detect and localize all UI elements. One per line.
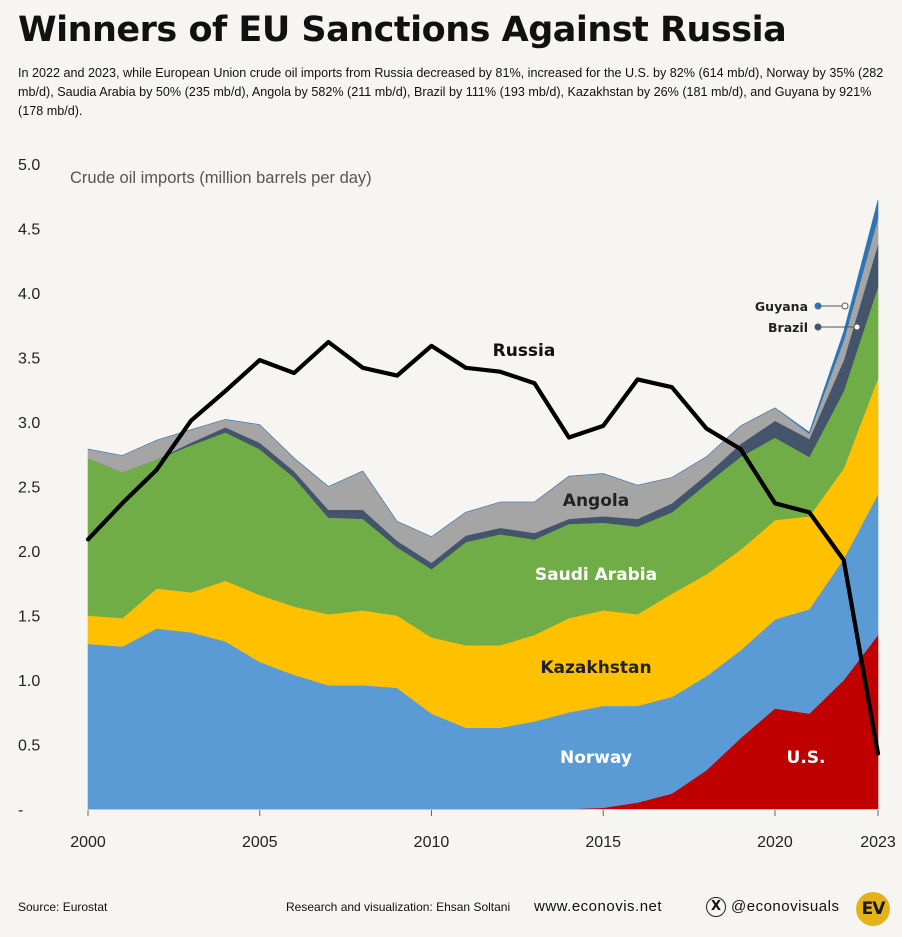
area-guyana: [87, 200, 879, 538]
guyana-marker: [814, 302, 849, 310]
x-tick-label: 2005: [242, 834, 278, 851]
x-tick-label: 2023: [860, 834, 896, 851]
y-tick-label: 2.0: [18, 544, 40, 561]
credit-note: Research and visualization: Ehsan Soltan…: [286, 900, 511, 914]
label-us: U.S.: [787, 748, 826, 768]
y-tick-label: 5.0: [18, 157, 40, 174]
social-handle[interactable]: @econovisuals: [731, 898, 840, 915]
x-axis-ticks: 2000 2005 2010 2015 2020 2023: [70, 810, 896, 851]
series-labels: Russia Angola Saudi Arabia Kazakhstan No…: [493, 299, 861, 768]
y-axis-ticks: - 0.5 1.0 1.5 2.0 2.5 3.0 3.5 4.0 4.5 5.0: [18, 157, 40, 819]
label-guyana: Guyana: [755, 299, 808, 314]
x-logo-icon: X: [706, 897, 726, 917]
x-tick-label: 2000: [70, 834, 106, 851]
website-link[interactable]: www.econovis.net: [534, 898, 663, 915]
line-russia: [85, 339, 881, 756]
x-tick-label: 2010: [414, 834, 450, 851]
y-tick-label: -: [18, 802, 23, 819]
brazil-marker: [814, 323, 861, 331]
label-norway: Norway: [560, 748, 632, 768]
label-russia: Russia: [493, 341, 556, 361]
label-angola: Angola: [563, 491, 629, 511]
y-tick-label: 3.5: [18, 351, 40, 368]
russia-line-layer: [85, 339, 881, 756]
y-tick-label: 4.0: [18, 286, 40, 303]
label-kazakhstan: Kazakhstan: [540, 658, 651, 678]
y-tick-label: 2.5: [18, 480, 40, 497]
area-layers: [87, 200, 879, 810]
y-tick-label: 1.0: [18, 673, 40, 690]
x-tick-label: 2020: [757, 834, 793, 851]
stacked-area-chart: - 0.5 1.0 1.5 2.0 2.5 3.0 3.5 4.0 4.5 5.0 2000 2005…: [18, 157, 896, 851]
label-saudi-arabia: Saudi Arabia: [535, 565, 657, 585]
y-tick-label: 3.0: [18, 415, 40, 432]
source-note: Source: Eurostat: [18, 900, 108, 914]
x-tick-label: 2015: [585, 834, 621, 851]
econovis-logo: EV: [856, 892, 890, 926]
y-tick-label: 4.5: [18, 222, 40, 239]
label-brazil: Brazil: [768, 320, 808, 335]
y-tick-label: 1.5: [18, 609, 40, 626]
y-tick-label: 0.5: [18, 738, 40, 755]
chart-title: Winners of EU Sanctions Against Russia: [18, 10, 787, 50]
y-axis-label: Crude oil imports (million barrels per d…: [70, 169, 372, 187]
chart-subtitle: In 2022 and 2023, while European Union c…: [18, 66, 884, 118]
